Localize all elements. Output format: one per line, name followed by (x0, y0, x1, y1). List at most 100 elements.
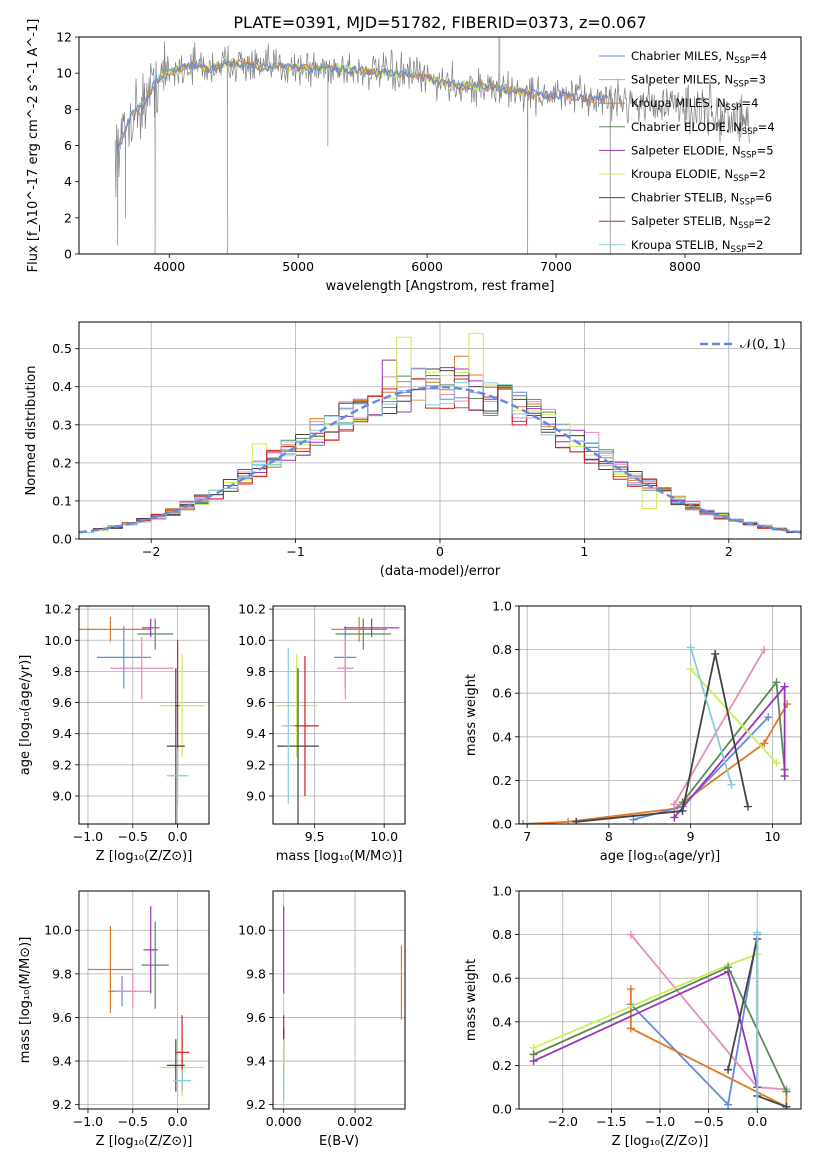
plus-marker (626, 930, 635, 939)
plot-area (283, 906, 403, 1105)
plus-marker (678, 806, 687, 815)
y-tick-label: 0.3 (52, 417, 72, 432)
x-tick-label: 5000 (282, 259, 314, 274)
x-tick-label: 7 (523, 829, 531, 844)
y-tick-label: 9.6 (246, 1010, 266, 1025)
y-tick-label: 9.0 (246, 788, 266, 803)
x-axis-label: Z [log₁₀(Z/Z⊙)] (96, 849, 193, 864)
x-tick-label: 2 (725, 544, 733, 559)
weight-line-kroupa-miles (629, 989, 788, 1108)
legend-subscript: SSP (739, 198, 755, 208)
legend-suffix: =5 (757, 143, 774, 157)
plus-marker (724, 963, 733, 972)
y-axis-label: mass [log₁₀(M/M⊙)] (18, 937, 33, 1064)
y-tick-label: 0 (64, 247, 72, 262)
x-tick-label: −1 (286, 544, 304, 559)
plus-marker (724, 1065, 733, 1074)
plus-marker (764, 713, 773, 722)
x-tick-label: 4000 (153, 259, 185, 274)
legend-suffix: =4 (758, 120, 775, 134)
y-tick-label: 1.0 (492, 884, 512, 899)
axes-frame (78, 36, 802, 255)
y-axis-label: Normed distribution (24, 366, 39, 496)
x-tick-label: 10 (764, 829, 780, 844)
y-tick-label: 0.8 (492, 927, 512, 942)
x-tick-label: 8 (605, 829, 613, 844)
y-axis-label: Flux [f_λ10^-17 erg cm^-2 s^-1 A^-1] (26, 19, 41, 273)
x-tick-label: 0.0 (747, 1114, 767, 1129)
y-tick-label: 0.6 (492, 686, 512, 701)
plus-marker (626, 985, 635, 994)
histogram-kroupa-stelib (79, 367, 801, 539)
x-tick-label: 0.0 (168, 1114, 188, 1129)
y-tick-label: 9.4 (52, 726, 72, 741)
y-tick-label: 4 (64, 174, 72, 189)
axes-frame (518, 890, 802, 1110)
plot-area (79, 616, 205, 824)
legend-label: 𝒩(0, 1) (740, 336, 786, 351)
x-axis-label: Z [log₁₀(Z/Z⊙)] (96, 1134, 193, 1149)
plus-marker (519, 820, 528, 824)
plus-marker (724, 1100, 733, 1109)
x-tick-label: −1.5 (596, 1114, 626, 1129)
legend-suffix: =3 (749, 73, 766, 87)
y-tick-label: 10.2 (44, 602, 72, 617)
y-tick-label: 0.0 (52, 532, 72, 547)
y-tick-label: 2 (64, 210, 72, 225)
x-axis-label: age [log₁₀(age/yr)] (600, 849, 721, 864)
x-tick-label: 1 (580, 544, 588, 559)
legend-label: Salpeter ELODIE, NSSP=5 (631, 143, 774, 160)
plus-marker (753, 1105, 762, 1109)
plus-marker (711, 649, 720, 658)
legend: Chabrier MILES, NSSP=4 Salpeter MILES, NS… (599, 49, 775, 255)
normal-curve (79, 385, 801, 534)
y-tick-label: 9.8 (52, 966, 72, 981)
plus-marker (753, 928, 762, 937)
y-tick-label: 9.6 (52, 1010, 72, 1025)
plus-marker (743, 802, 752, 811)
legend-label: Chabrier MILES, NSSP=4 (631, 49, 767, 66)
legend-suffix: =2 (746, 238, 763, 252)
plus-marker (760, 739, 769, 748)
model-spectrum-chabrier-miles (117, 58, 609, 153)
plot-area (114, 37, 750, 254)
legend-subscript: SSP (731, 245, 747, 255)
residuals-panel: −2 −1 0 1 2 0.0 0.1 0.2 0.3 0.4 0.5 (data-model)/er… (24, 321, 802, 579)
legend-label: Chabrier STELIB, NSSP=6 (631, 191, 772, 208)
mass-weight-vs-metallicity-panel: −2.0 −1.5 −1.0 −0.5 0.0 0.0 0.2 0.4 0.6 0.8 1.0 Z [… (464, 884, 802, 1149)
plus-marker (564, 817, 573, 824)
x-tick-label: 0.0 (168, 829, 188, 844)
x-axis-label: wavelength [Angstrom, rest frame] (326, 279, 555, 294)
axes-frame (272, 890, 406, 1110)
weight-line-kroupa-stelib (689, 647, 733, 786)
legend-subscript: SSP (741, 150, 757, 160)
legend-subscript: SSP (726, 103, 742, 113)
y-tick-label: 0.4 (492, 1014, 512, 1029)
plot-area (87, 906, 205, 1096)
plus-marker (529, 1050, 538, 1059)
y-tick-label: 12 (56, 30, 72, 45)
x-tick-label: −0.5 (118, 829, 148, 844)
legend-label: Salpeter MILES, NSSP=3 (631, 73, 766, 90)
x-tick-label: 8000 (669, 259, 701, 274)
mass-weight-vs-age-panel: 7 8 9 10 0.0 0.2 0.4 0.6 0.8 1.0 age [log₁₀(age/yr… (464, 599, 802, 864)
y-axis-label: mass weight (464, 674, 479, 756)
mass-vs-ebv-panel: 0.000 0.002 9.2 9.4 9.6 9.8 10.0 E(B-V) (238, 890, 406, 1149)
x-tick-label: 7000 (540, 259, 572, 274)
plus-marker (772, 758, 781, 767)
y-tick-label: 9.8 (246, 966, 266, 981)
plus-marker (629, 815, 638, 824)
x-tick-label: −2 (142, 544, 160, 559)
weight-line-chabrier-stelib (576, 653, 749, 823)
legend-subscript: SSP (733, 174, 749, 184)
y-axis-label: age [log₁₀(age/yr)] (18, 655, 33, 776)
y-tick-label: 0.4 (492, 729, 512, 744)
x-axis-label: E(B-V) (319, 1134, 359, 1149)
x-tick-label: −1.0 (645, 1114, 675, 1129)
figure-title: PLATE=0391, MJD=51782, FIBERID=0373, z=0… (233, 13, 646, 32)
y-tick-label: 9.4 (246, 726, 266, 741)
y-tick-label: 0.8 (492, 642, 512, 657)
y-tick-label: 10.2 (238, 602, 266, 617)
y-tick-label: 9.2 (246, 1097, 266, 1112)
